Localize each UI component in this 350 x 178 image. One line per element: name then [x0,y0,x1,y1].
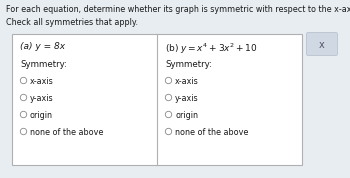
Text: y-axis: y-axis [30,94,54,103]
Text: (b) $y = x^4 + 3x^2 + 10$: (b) $y = x^4 + 3x^2 + 10$ [165,42,258,56]
Text: For each equation, determine whether its graph is symmetric with respect to the : For each equation, determine whether its… [6,5,350,14]
FancyBboxPatch shape [12,34,302,165]
Text: Symmetry:: Symmetry: [165,60,212,69]
Text: origin: origin [175,111,198,120]
Text: Symmetry:: Symmetry: [20,60,67,69]
Text: y-axis: y-axis [175,94,199,103]
Text: Check all symmetries that apply.: Check all symmetries that apply. [6,18,138,27]
Text: x-axis: x-axis [30,77,54,86]
Text: (a) y = 8x: (a) y = 8x [20,42,65,51]
Text: origin: origin [30,111,53,120]
Text: none of the above: none of the above [175,128,248,137]
Text: none of the above: none of the above [30,128,103,137]
Text: x-axis: x-axis [175,77,199,86]
FancyBboxPatch shape [307,33,337,56]
Text: x: x [319,40,325,49]
